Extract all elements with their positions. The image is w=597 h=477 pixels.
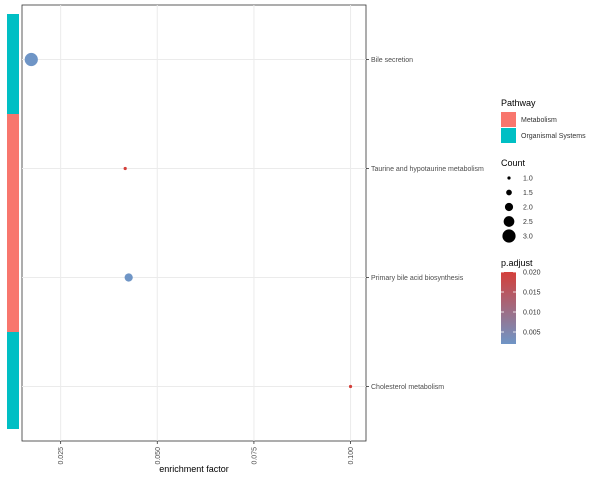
y-tick-label: Cholesterol metabolism [371, 384, 444, 391]
legend-label-count: 1.0 [523, 176, 533, 183]
x-tick-label: 0.025 [58, 447, 65, 465]
legend-key-count [504, 202, 514, 212]
legend-key-pathway [501, 112, 516, 127]
legend-label-count: 1.5 [523, 190, 533, 197]
legend-label-padjust: 0.005 [523, 330, 541, 337]
x-tick-label: 0.100 [348, 447, 355, 465]
legend-colorbar [501, 272, 516, 344]
x-axis-ticks: 0.025 0.050 0.075 0.100 [58, 441, 355, 465]
legend-label-padjust: 0.020 [523, 270, 541, 277]
data-point [348, 384, 353, 389]
legend-title-count: Count [501, 158, 526, 168]
category-strip-segment [7, 332, 19, 429]
legend-label-padjust: 0.015 [523, 290, 541, 297]
legend-title-padjust: p.adjust [501, 258, 533, 268]
pathway-category-strip [7, 14, 19, 429]
x-axis-title: enrichment factor [159, 464, 229, 474]
data-point [24, 52, 38, 67]
data-point [123, 166, 127, 171]
legend-key-count [506, 189, 512, 196]
data-point [124, 273, 133, 282]
legend-label-count: 2.5 [523, 219, 533, 226]
x-tick-label: 0.075 [251, 447, 258, 465]
legend-label-padjust: 0.010 [523, 310, 541, 317]
legend-label-pathway: Organismal Systems [521, 133, 586, 140]
category-strip-segment [7, 114, 19, 223]
plot-panel [21, 4, 367, 442]
x-tick-label: 0.050 [155, 447, 162, 465]
y-tick-label: Taurine and hypotaurine metabolism [371, 166, 484, 173]
legend-key-count [507, 176, 511, 180]
gridlines [22, 5, 366, 441]
y-axis-ticks: Bile secretion Taurine and hypotaurine me… [366, 57, 484, 391]
category-strip-segment [7, 223, 19, 332]
legend: Pathway Metabolism Organismal Systems Count… [501, 98, 586, 344]
y-tick-label: Primary bile acid biosynthesis [371, 275, 464, 282]
legend-title-pathway: Pathway [501, 98, 536, 108]
y-tick-label: Bile secretion [371, 57, 413, 64]
legend-label-pathway: Metabolism [521, 117, 557, 124]
legend-label-count: 2.0 [523, 205, 533, 212]
legend-label-count: 3.0 [523, 234, 533, 241]
category-strip-segment [7, 14, 19, 114]
legend-key-count [503, 216, 515, 227]
data-points [24, 52, 353, 389]
legend-key-pathway [501, 128, 516, 143]
legend-key-count [502, 229, 516, 243]
